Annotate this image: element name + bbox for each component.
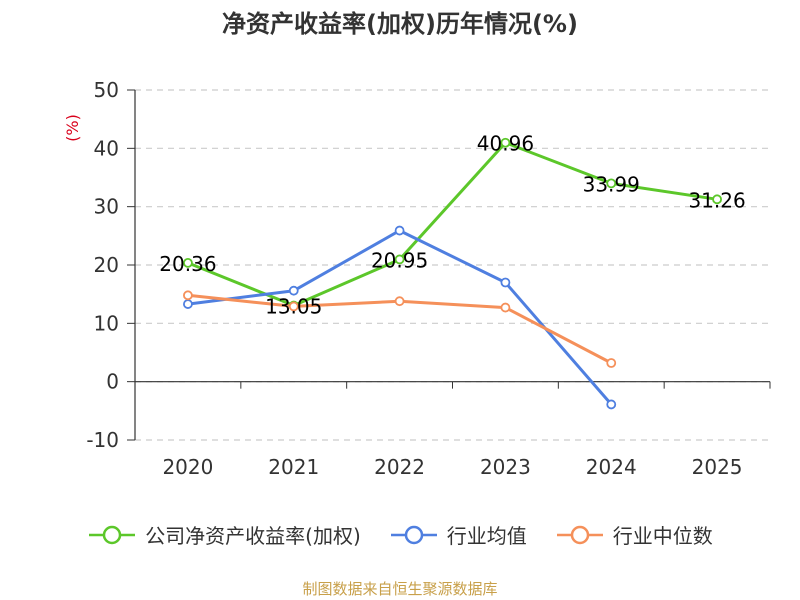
data-point [183, 257, 193, 268]
data-label: 20.95 [371, 248, 428, 272]
x-tick-label: 2022 [374, 455, 425, 479]
x-tick-label: 2025 [692, 455, 743, 479]
y-tick-label: 40 [94, 136, 119, 160]
x-tick-label: 2020 [162, 455, 213, 479]
y-tick-label: 30 [94, 195, 119, 219]
legend-label: 公司净资产收益率(加权) [145, 524, 361, 548]
data-point [500, 277, 511, 288]
y-axis-label: (%) [63, 114, 82, 142]
data-point [500, 302, 511, 313]
y-tick-label: 0 [106, 370, 119, 394]
legend-line-marker-icon [556, 525, 603, 544]
data-point [288, 301, 299, 312]
series-line-0 [187, 141, 718, 307]
legend-label: 行业中位数 [612, 524, 713, 548]
chart-legend: 公司净资产收益率(加权) 行业均值 行业中位数 [0, 520, 800, 549]
data-point [606, 399, 617, 410]
data-label: 20.36 [159, 252, 216, 276]
data-label: 13.05 [265, 295, 322, 319]
legend-item[interactable]: 行业中位数 [555, 520, 713, 549]
data-point [394, 225, 405, 236]
y-tick-label: 50 [94, 78, 119, 102]
data-point [394, 296, 405, 307]
data-point [606, 358, 617, 368]
y-tick-label: 20 [94, 253, 119, 277]
legend-item[interactable]: 行业均值 [389, 520, 527, 549]
y-tick-label: -10 [86, 428, 119, 452]
chart-title: 净资产收益率(加权)历年情况(%) [222, 10, 578, 38]
data-point [606, 178, 617, 189]
x-tick-label: 2024 [586, 455, 637, 479]
data-point [394, 254, 405, 265]
legend-label: 行业均值 [446, 524, 527, 548]
data-point [183, 299, 193, 309]
legend-line-marker-icon [89, 525, 136, 544]
data-point [288, 285, 299, 296]
data-point [183, 290, 193, 301]
data-point [712, 194, 722, 205]
data-label: 31.26 [688, 188, 745, 212]
x-tick-label: 2023 [480, 455, 531, 479]
data-label: 33.99 [583, 172, 640, 196]
legend-item[interactable]: 公司净资产收益率(加权) [87, 520, 361, 549]
data-point [500, 137, 511, 148]
legend-line-marker-icon [390, 525, 437, 544]
x-tick-label: 2021 [268, 455, 319, 479]
data-source-note: 制图数据来自恒生聚源数据库 [302, 580, 498, 598]
y-tick-label: 10 [94, 311, 119, 335]
data-label: 40.96 [477, 132, 534, 156]
